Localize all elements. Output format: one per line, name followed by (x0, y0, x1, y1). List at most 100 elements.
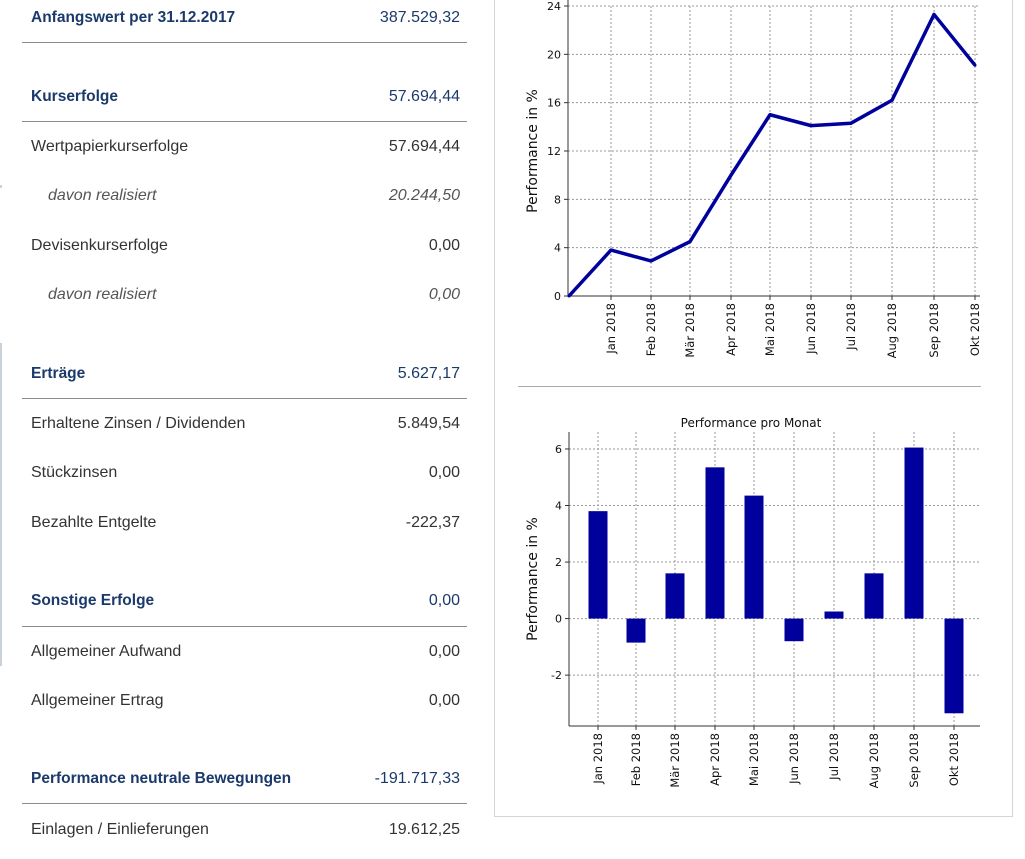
row-separator (22, 121, 467, 122)
y-tick-label: -2 (551, 669, 562, 682)
row-label: Performance neutrale Bewegungen (31, 770, 292, 787)
row-label: Anfangswert per 31.12.2017 (31, 9, 236, 26)
chart-panel (494, 0, 1013, 817)
x-tick-label: Aug 2018 (867, 733, 881, 788)
row-value: -191.717,33 (374, 770, 460, 787)
row-value: 387.529,32 (379, 9, 460, 26)
x-tick-label: Mai 2018 (747, 733, 761, 786)
x-tick-label: Jul 2018 (827, 733, 841, 781)
table-row: Erträge 5.627,17 (22, 359, 467, 389)
y-tick-label: 20 (547, 48, 561, 61)
y-tick-label: 2 (555, 556, 562, 569)
row-label: Kurserfolge (31, 88, 118, 105)
row-value: 5.627,17 (397, 365, 460, 382)
bar (944, 618, 964, 714)
x-tick-label: Okt 2018 (947, 733, 961, 786)
row-value: -222,37 (405, 514, 460, 531)
table-row: Allgemeiner Ertrag 0,00 (22, 686, 467, 716)
x-tick-label: Jun 2018 (787, 733, 801, 785)
table-row: Kurserfolge 57.694,44 (22, 82, 467, 112)
data-point (649, 259, 653, 263)
x-tick-label: Jul 2018 (844, 303, 858, 351)
x-tick-label: Jun 2018 (804, 303, 818, 355)
y-tick-label: 8 (554, 193, 561, 206)
table-row: Bezahlte Entgelte -222,37 (22, 508, 467, 538)
chart-panel-divider (518, 386, 981, 387)
table-row: Performance neutrale Bewegungen -191.717,… (22, 764, 467, 794)
data-point (973, 63, 977, 67)
row-label: Einlagen / Einlieferungen (31, 821, 209, 838)
row-value: 0,00 (428, 592, 460, 609)
row-value: 0,00 (428, 692, 460, 709)
row-value: 0,00 (428, 286, 460, 303)
x-tick-label: Sep 2018 (927, 303, 941, 358)
row-value: 20.244,50 (388, 187, 460, 204)
x-tick-label: Jan 2018 (604, 303, 618, 355)
data-point (849, 121, 853, 125)
y-tick-label: 24 (547, 0, 561, 13)
row-label: Wertpapierkurserfolge (31, 138, 189, 155)
row-separator (22, 42, 467, 43)
row-label: Bezahlte Entgelte (31, 514, 157, 531)
row-value: 0,00 (428, 237, 460, 254)
bar (824, 611, 844, 619)
row-value: 5.849,54 (397, 415, 460, 432)
data-point (567, 294, 571, 298)
row-value: 19.612,25 (388, 821, 460, 838)
row-label: Allgemeiner Aufwand (31, 643, 182, 660)
x-tick-label: Aug 2018 (885, 303, 899, 358)
bar (665, 573, 685, 619)
row-label: davon realisiert (48, 187, 157, 204)
x-tick-label: Apr 2018 (724, 303, 738, 356)
data-point (768, 113, 772, 117)
y-tick-label: 0 (555, 613, 562, 626)
cumulative-performance-chart: 0 4 8 12 16 20 24 Jan 2018 Feb 2018 Mär 2018 Apr 2… (525, 0, 982, 358)
y-tick-label: 12 (547, 145, 561, 158)
y-axis-label: Performance in % (525, 517, 541, 641)
row-value: 57.694,44 (388, 88, 460, 105)
table-row: Sonstige Erfolge 0,00 (22, 586, 467, 616)
data-point (932, 12, 936, 16)
row-label: Allgemeiner Ertrag (31, 692, 164, 709)
data-point (890, 98, 894, 102)
x-tick-label: Feb 2018 (629, 733, 643, 786)
chart-title: Performance pro Monat (681, 416, 822, 430)
data-point (809, 124, 813, 128)
table-row: Wertpapierkurserfolge 57.694,44 (22, 132, 467, 162)
bar (784, 618, 804, 642)
table-row: Anfangswert per 31.12.2017 387.529,32 (22, 3, 467, 33)
bar (705, 467, 725, 619)
row-value: 0,00 (428, 643, 460, 660)
row-value: 0,00 (428, 464, 460, 481)
left-border (0, 343, 2, 666)
table-row: davon realisiert 0,00 (22, 280, 467, 310)
row-separator (22, 626, 467, 627)
bar (588, 511, 608, 619)
x-tick-label: Apr 2018 (708, 733, 722, 786)
x-tick-label: Mai 2018 (763, 303, 777, 356)
y-axis-label: Performance in % (525, 89, 541, 213)
row-label: Devisenkurserfolge (31, 237, 168, 254)
row-label: Erträge (31, 365, 86, 382)
bar (744, 495, 764, 619)
row-separator (22, 803, 467, 804)
y-tick-label: 0 (554, 290, 561, 303)
table-row: Stückzinsen 0,00 (22, 458, 467, 488)
table-row: Einlagen / Einlieferungen 19.612,25 (22, 815, 467, 845)
table-row: Erhaltene Zinsen / Dividenden 5.849,54 (22, 409, 467, 439)
bar (904, 447, 924, 619)
x-tick-label: Feb 2018 (644, 303, 658, 356)
row-label: davon realisiert (48, 286, 157, 303)
table-row: Allgemeiner Aufwand 0,00 (22, 637, 467, 667)
y-tick-label: 4 (555, 500, 562, 513)
x-tick-label: Mär 2018 (668, 733, 682, 788)
data-point (609, 248, 613, 252)
row-separator (22, 398, 467, 399)
left-border-top (0, 185, 2, 188)
bar (864, 573, 884, 619)
x-tick-label: Jan 2018 (591, 733, 605, 785)
row-label: Stückzinsen (31, 464, 118, 481)
x-tick-label: Okt 2018 (968, 303, 982, 356)
table-row: Devisenkurserfolge 0,00 (22, 231, 467, 261)
